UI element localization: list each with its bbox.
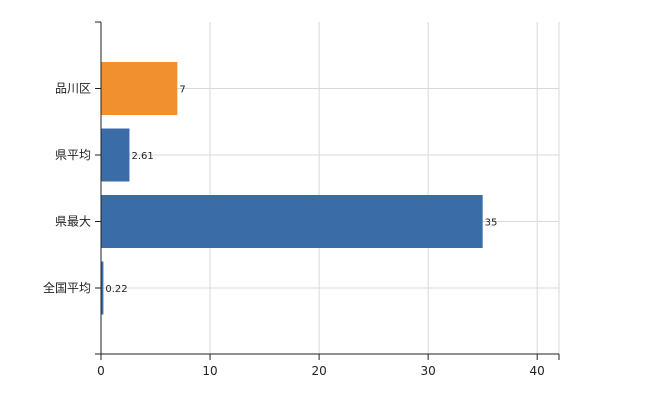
data-label-3: 35: [485, 218, 498, 229]
x-tick-label-10: 10: [202, 364, 217, 378]
bar-layer: [101, 62, 483, 315]
bar-2: [101, 128, 130, 182]
data-label-4: 0.22: [105, 284, 127, 295]
x-tick-label-20: 20: [311, 364, 326, 378]
x-tick-label-30: 30: [421, 364, 436, 378]
x-tick-label-0: 0: [97, 364, 105, 378]
category-label-2: 県平均: [55, 148, 91, 162]
bar-3: [101, 195, 483, 248]
bar-4: [101, 261, 104, 315]
category-label-3: 県最大: [55, 215, 91, 229]
x-tick-label-40: 40: [530, 364, 545, 378]
category-label-4: 全国平均: [43, 280, 91, 295]
data-label-2: 2.61: [131, 151, 153, 162]
label-layer: 7 品川区 2.61 県平均 35 県最大 0.22 全国平均 0 10 20 30 40: [43, 82, 545, 379]
bar-1: [101, 62, 178, 115]
category-label-1: 品川区: [55, 82, 91, 96]
data-label-1: 7: [179, 85, 185, 96]
axis-layer: [95, 21, 560, 360]
